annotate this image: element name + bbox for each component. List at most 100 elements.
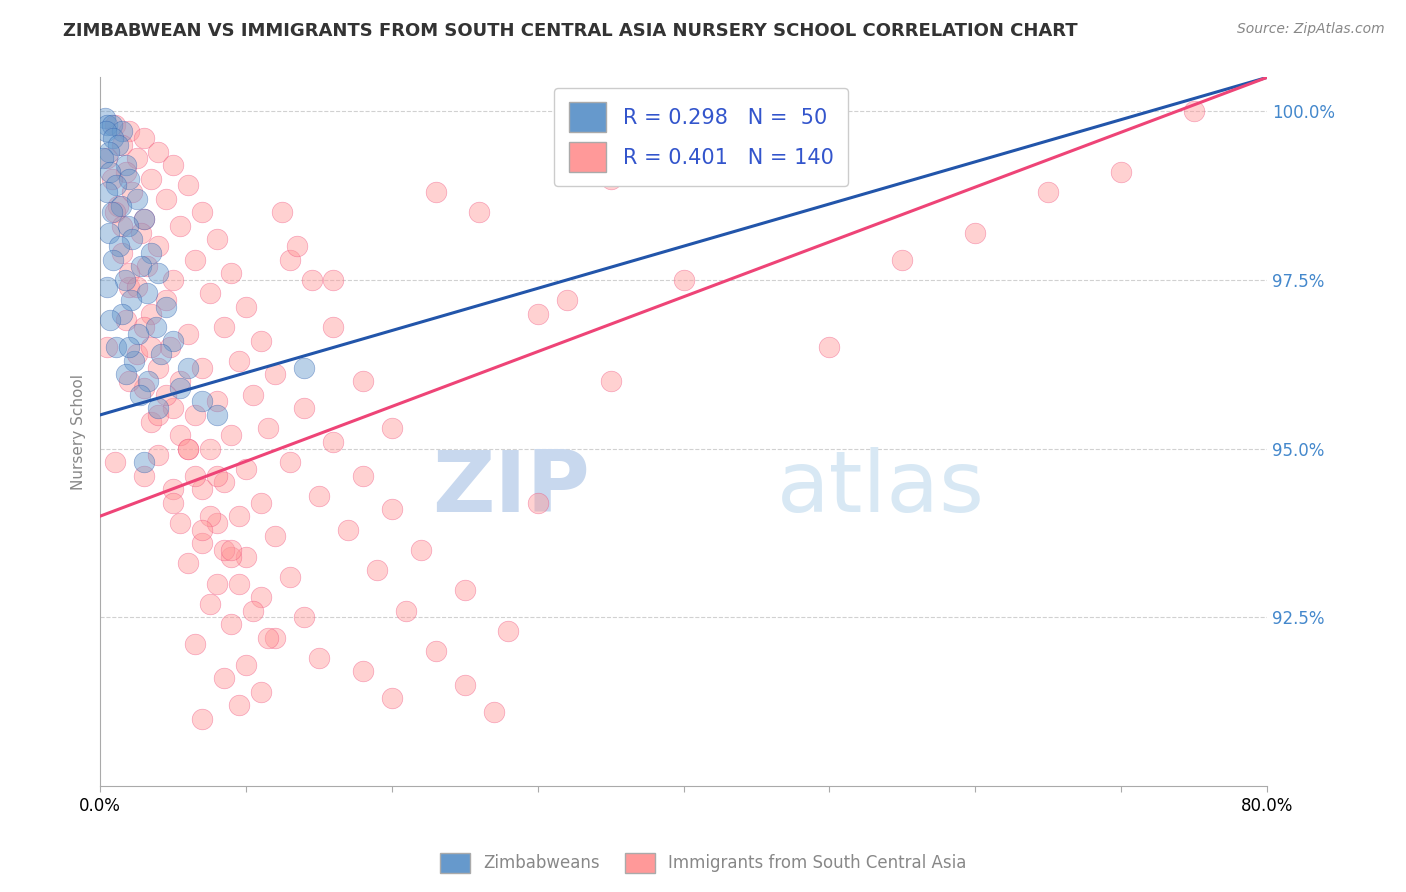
Point	[235, 300, 257, 314]
Point	[132, 381, 155, 395]
Point	[132, 320, 155, 334]
Point	[498, 624, 520, 638]
Point	[249, 684, 271, 698]
Point	[98, 313, 121, 327]
Point	[235, 657, 257, 672]
Point	[221, 542, 243, 557]
Point	[176, 557, 198, 571]
Point	[104, 455, 127, 469]
Point	[96, 185, 118, 199]
Point	[191, 536, 214, 550]
Point	[212, 475, 235, 490]
Point	[111, 219, 134, 233]
Point	[205, 232, 228, 246]
Point	[322, 273, 344, 287]
Point	[105, 178, 128, 193]
Point	[103, 131, 125, 145]
Point	[107, 199, 129, 213]
Point	[176, 178, 198, 193]
Point	[249, 334, 271, 348]
Point	[468, 205, 491, 219]
Point	[94, 124, 117, 138]
Point	[366, 563, 388, 577]
Point	[148, 360, 170, 375]
Point	[249, 496, 271, 510]
Point	[228, 354, 250, 368]
Point	[599, 374, 621, 388]
Point	[107, 137, 129, 152]
Point	[148, 145, 170, 159]
Point	[122, 354, 145, 368]
Point	[121, 232, 143, 246]
Point	[98, 165, 121, 179]
Point	[599, 171, 621, 186]
Point	[169, 374, 191, 388]
Point	[425, 644, 447, 658]
Point	[141, 415, 163, 429]
Point	[120, 293, 142, 308]
Point	[425, 185, 447, 199]
Point	[191, 523, 214, 537]
Point	[191, 205, 214, 219]
Point	[115, 368, 138, 382]
Point	[212, 320, 235, 334]
Text: ZIMBABWEAN VS IMMIGRANTS FROM SOUTH CENTRAL ASIA NURSERY SCHOOL CORRELATION CHAR: ZIMBABWEAN VS IMMIGRANTS FROM SOUTH CENT…	[63, 22, 1078, 40]
Point	[169, 428, 191, 442]
Point	[96, 152, 118, 166]
Point	[91, 152, 114, 166]
Point	[285, 239, 308, 253]
Point	[205, 394, 228, 409]
Point	[104, 205, 127, 219]
Point	[111, 307, 134, 321]
Point	[101, 171, 124, 186]
Point	[132, 212, 155, 227]
Point	[118, 266, 141, 280]
Point	[135, 286, 157, 301]
Point	[125, 279, 148, 293]
Point	[111, 137, 134, 152]
Point	[184, 252, 207, 267]
Point	[101, 118, 124, 132]
Point	[184, 408, 207, 422]
Point	[118, 279, 141, 293]
Point	[257, 421, 280, 435]
Point	[257, 631, 280, 645]
Point	[125, 347, 148, 361]
Point	[93, 111, 115, 125]
Point	[162, 158, 184, 172]
Point	[132, 131, 155, 145]
Point	[235, 549, 257, 564]
Point	[228, 576, 250, 591]
Point	[114, 273, 136, 287]
Point	[176, 326, 198, 341]
Point	[169, 219, 191, 233]
Point	[1182, 104, 1205, 119]
Point	[141, 307, 163, 321]
Point	[96, 279, 118, 293]
Point	[212, 542, 235, 557]
Point	[555, 293, 578, 308]
Point	[162, 401, 184, 416]
Point	[212, 671, 235, 685]
Point	[221, 428, 243, 442]
Point	[242, 387, 264, 401]
Point	[135, 260, 157, 274]
Legend: Zimbabweans, Immigrants from South Central Asia: Zimbabweans, Immigrants from South Centr…	[433, 847, 973, 880]
Point	[278, 455, 301, 469]
Point	[115, 165, 138, 179]
Point	[205, 516, 228, 530]
Point	[101, 205, 124, 219]
Point	[228, 509, 250, 524]
Point	[221, 617, 243, 632]
Point	[96, 118, 118, 132]
Point	[454, 678, 477, 692]
Point	[115, 158, 138, 172]
Point	[141, 171, 163, 186]
Point	[264, 631, 287, 645]
Point	[125, 152, 148, 166]
Point	[128, 387, 150, 401]
Point	[111, 124, 134, 138]
Point	[322, 434, 344, 449]
Point	[228, 698, 250, 713]
Point	[155, 293, 177, 308]
